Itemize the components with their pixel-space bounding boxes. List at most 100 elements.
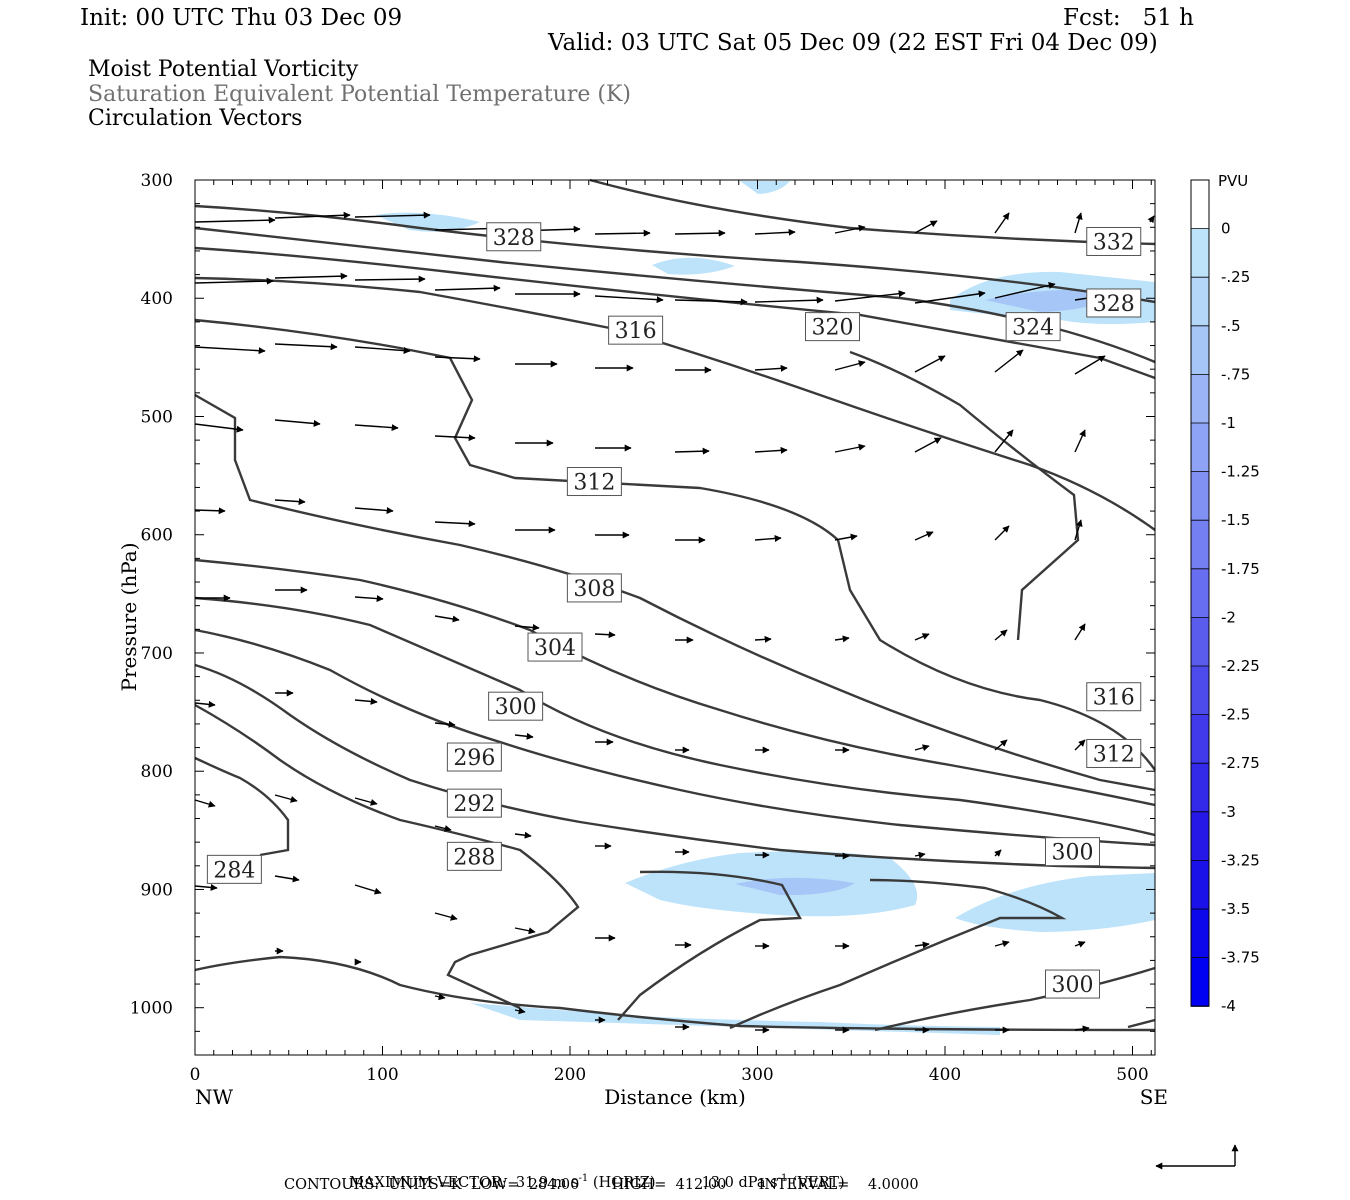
- forecast-hour: Fcst: 51 h: [1063, 5, 1194, 31]
- contour-label: 312: [1086, 738, 1142, 768]
- vert-vector-value: 13.0 dPa s: [701, 1174, 778, 1191]
- circulation-vector: [914, 290, 986, 304]
- colorbar-label: -4: [1221, 997, 1236, 1015]
- circulation-vector: [274, 343, 338, 351]
- circulation-vector: [1147, 215, 1155, 224]
- contour-label-text: 328: [1093, 292, 1135, 317]
- horiz-vector-exponent: -1: [578, 1172, 589, 1184]
- contour-low-right: [729, 878, 1067, 1030]
- colorbar-swatch: [1191, 763, 1209, 813]
- contour-label: 332: [1086, 226, 1142, 256]
- circulation-vector: [194, 700, 216, 708]
- axis-ticks: [194, 179, 1155, 1056]
- circulation-vector: [1074, 1025, 1090, 1033]
- contour-label-text: 292: [453, 792, 495, 817]
- circulation-vector: [194, 216, 276, 224]
- contour-label-box: [1086, 738, 1142, 768]
- contour-label-text: 284: [213, 858, 255, 883]
- circulation-vector: [914, 531, 934, 541]
- circulation-vector: [354, 507, 394, 514]
- y-tick-label: 800: [141, 762, 173, 782]
- colorbar-label: -1.5: [1221, 511, 1250, 529]
- circulation-vector: [434, 434, 476, 442]
- y-tick-label: 400: [141, 289, 173, 309]
- circulation-vector: [434, 520, 476, 528]
- contour-label-text: 312: [1093, 742, 1135, 767]
- circulation-vectors: [194, 211, 1155, 1034]
- circulation-vector: [354, 346, 411, 355]
- colorbar-label: -.75: [1221, 365, 1250, 383]
- circulation-vector: [514, 732, 534, 740]
- circulation-vector: [434, 355, 481, 363]
- circulation-vector: [674, 447, 710, 455]
- x-tick-label: 400: [929, 1065, 961, 1085]
- circulation-vector: [274, 498, 306, 506]
- colorbar-label: -1.75: [1221, 560, 1260, 578]
- y-tick-label: 700: [141, 644, 173, 664]
- circulation-vector: [914, 941, 930, 949]
- circulation-vector: [354, 797, 378, 806]
- contour-label-text: 304: [534, 636, 576, 661]
- contour-low-wedge: [617, 870, 802, 1021]
- contour-284: [194, 756, 290, 857]
- circulation-vector: [434, 720, 456, 728]
- vert-vector-tag: (VERT): [791, 1174, 845, 1191]
- circulation-vector: [674, 298, 748, 306]
- contour-label-box: [446, 788, 502, 818]
- y-tick-label: 500: [141, 407, 173, 427]
- contour-label-box: [1086, 288, 1142, 318]
- circulation-vector: [514, 623, 540, 631]
- y-tick-labels: 300 400 500 600 700 800 900 1000: [130, 171, 173, 1019]
- contour-label: 312: [566, 467, 622, 497]
- circulation-vector: [914, 744, 930, 752]
- circulation-vector: [994, 849, 1002, 857]
- init-time: Init: 00 UTC Thu 03 Dec 09: [80, 5, 403, 31]
- contour-label: 304: [527, 632, 583, 662]
- endpoint-right: SE: [1140, 1085, 1168, 1109]
- circulation-vector: [194, 799, 216, 808]
- circulation-vector: [914, 633, 930, 641]
- contour-308: [194, 393, 1156, 792]
- max-vector-text: MAXIMUM VECTOR: 31.9 m s-1 (HORIZ) 13.0 …: [340, 1159, 845, 1191]
- contour-300-bottom: [874, 966, 1156, 1032]
- circulation-vector: [1074, 519, 1083, 541]
- circulation-vector: [1074, 212, 1083, 234]
- circulation-vector: [834, 635, 850, 643]
- max-vector-label: MAXIMUM VECTOR:: [349, 1174, 507, 1191]
- contour-label-box: [566, 467, 622, 497]
- contour-label-box: [1005, 312, 1061, 342]
- colorbar-label: -.5: [1221, 317, 1241, 335]
- contour-label-text: 300: [495, 695, 537, 720]
- contour-label-box: [527, 632, 583, 662]
- colorbar-label: -2.75: [1221, 754, 1260, 772]
- contour-bottom-right: [1127, 1018, 1156, 1029]
- colorbar-swatch: [1191, 909, 1209, 959]
- endpoint-left: NW: [195, 1085, 234, 1109]
- circulation-vector: [514, 927, 536, 935]
- circulation-vector: [1074, 623, 1086, 641]
- legend-mpv: Moist Potential Vorticity: [88, 57, 359, 82]
- pv-area-surface: [470, 1003, 1000, 1035]
- contour-288: [194, 703, 580, 1010]
- circulation-vector: [434, 615, 460, 623]
- contour-label-box: [805, 312, 860, 342]
- colorbar-label: -2.25: [1221, 657, 1260, 675]
- contour-bottom-left: [194, 955, 1156, 1032]
- circulation-vector: [834, 290, 906, 302]
- colorbar-label: -1.25: [1221, 463, 1260, 481]
- y-tick-label: 600: [141, 526, 173, 546]
- contour-label: 300: [488, 691, 544, 721]
- vert-vector-exponent: -1: [777, 1172, 788, 1184]
- contour-label-box: [1086, 226, 1142, 256]
- colorbar-swatch: [1191, 811, 1209, 861]
- circulation-vector: [274, 794, 298, 803]
- contour-296: [194, 628, 1156, 847]
- contour-label: 316: [608, 315, 664, 345]
- x-tick-label: 0: [190, 1065, 201, 1085]
- y-axis-label: Pressure (hPa): [117, 543, 141, 692]
- contour-label-text: 316: [615, 319, 657, 344]
- circulation-vector: [754, 296, 824, 304]
- colorbar-label: -3.25: [1221, 851, 1260, 869]
- contour-label-text: 296: [453, 746, 495, 771]
- circulation-vector: [1074, 429, 1086, 453]
